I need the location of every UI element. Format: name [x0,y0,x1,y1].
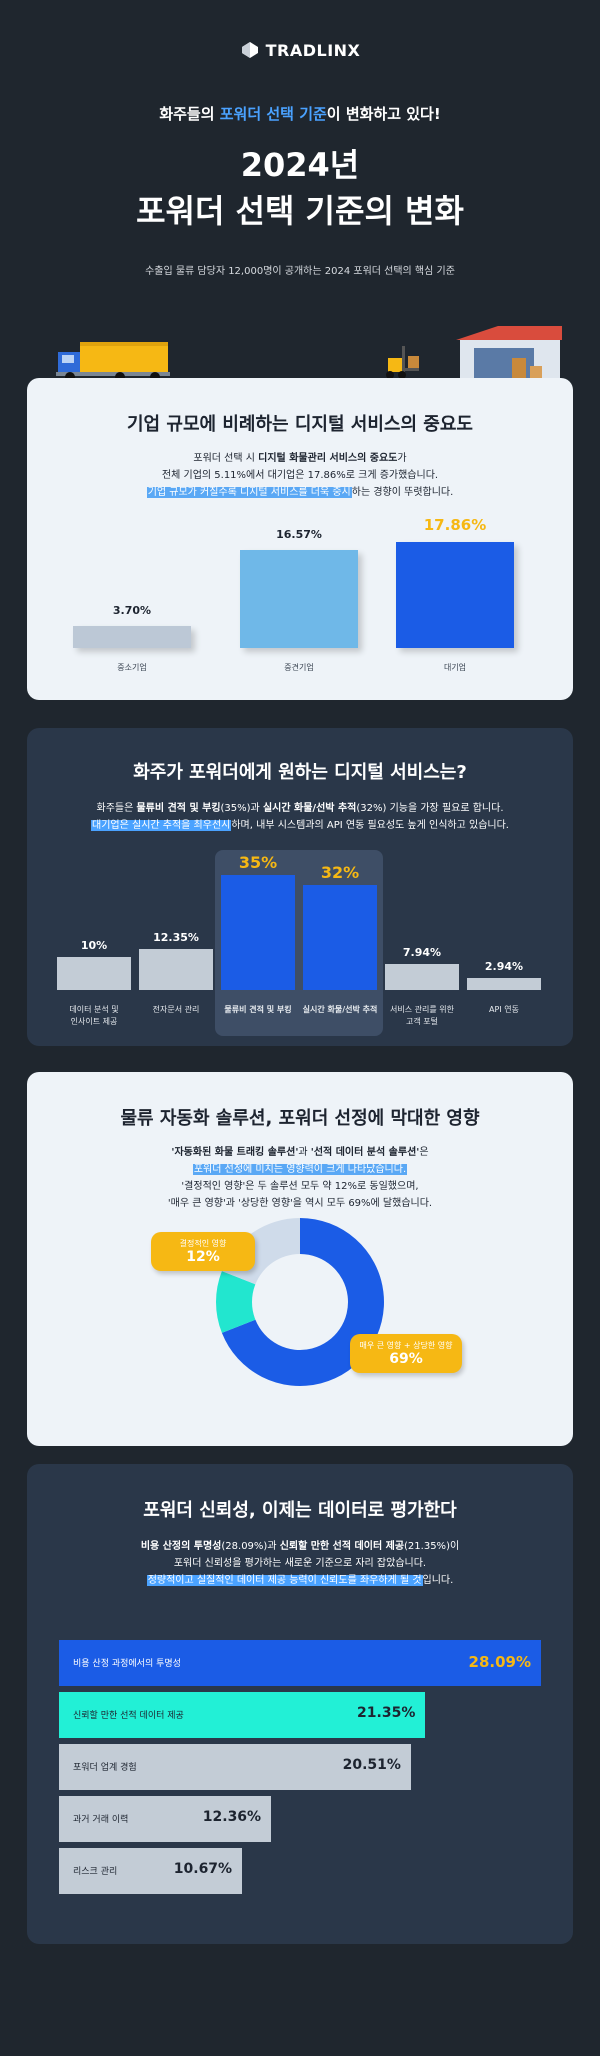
tagline: 화주들의 포워더 선택 기준이 변화하고 있다! [159,105,441,123]
card4-title: 포워더 신뢰성, 이제는 데이터로 평가한다 [143,1500,457,1521]
tradlinx-logo-icon [241,42,258,58]
hbar-value-label: 21.35% [357,1705,416,1721]
callout-label: 매우 큰 영향 + 상당한 영향 [359,1341,453,1350]
callout-value: 69% [389,1351,423,1367]
bar-category-label: 중견기업 [284,663,314,672]
bar-value-label: 10% [80,939,108,953]
card1-title: 기업 규모에 비례하는 디지털 서비스의 중요도 [127,414,473,435]
donut-slice-1 [215,1271,256,1333]
card1-description: 포워더 선택 시 디지털 화물관리 서비스의 중요도가 전체 기업의 5.11%… [146,453,454,498]
category-line: 고객 포털 [406,1017,438,1026]
bar-1 [240,549,358,648]
title-line-2: 포워더 선택 기준의 변화 [136,192,464,230]
bar-category-label: 전자문서 관리 [131,1004,221,1016]
logistics-scene-illustration [56,326,562,382]
hbar-2: 포워더 업계 경험 20.51% [59,1744,411,1790]
bar-value-label: 7.94% [402,945,442,959]
bar-0 [57,957,131,990]
card3-description: '자동화된 화물 트래킹 솔루션'과 '선적 데이터 분석 솔루션'은 포워더 … [167,1147,433,1209]
bar-3 [303,884,377,990]
hbar-value-label: 28.09% [468,1653,531,1671]
brand-logo: TRADLINX [0,40,600,60]
bar-5 [467,978,541,990]
callout-label: 결정적인 영향 [179,1239,227,1248]
hbar-category-label: 비용 산정 과정에서의 투명성 [73,1659,181,1669]
category-line: API 연동 [489,1005,519,1014]
card3-title: 물류 자동화 솔루션, 포워더 선정에 막대한 영향 [120,1108,480,1129]
forklift-icon [386,346,419,379]
card3-callouts: 매우 큰 영향 + 상당한 영향 69% 결정적인 영향 12% [27,1072,573,1446]
slice-callout-0: 매우 큰 영향 + 상당한 영향 69% [350,1334,462,1373]
truck-icon [56,342,170,382]
hbar-category-label: 과거 거래 이력 [73,1815,129,1825]
bar-category-label: 물류비 견적 및 부킹 [213,1004,303,1016]
bar-category-label: 대기업 [443,663,467,672]
bar-value-label: 17.86% [423,516,487,534]
bar-category-label: API 연동 [459,1004,549,1016]
brand-name: TRADLINX [265,40,361,60]
category-line: 인사이트 제공 [70,1017,118,1026]
hbar-4: 리스크 관리 10.67% [59,1848,243,1894]
card-reliability: 포워더 신뢰성, 이제는 데이터로 평가한다 비용 산정의 투명성(28.09%… [27,1464,573,1944]
card-digital-importance: 기업 규모에 비례하는 디지털 서비스의 중요도 포워더 선택 시 디지털 화물… [27,378,573,700]
bar-category-label: 중소기업 [117,663,147,672]
category-line: 물류비 견적 및 부킹 [224,1005,292,1014]
title-line-1: 2024년 [240,146,360,184]
hbar-category-label: 신뢰할 만한 선적 데이터 제공 [73,1711,184,1721]
hbar-category-label: 포워더 업계 경험 [73,1763,137,1773]
page-subtitle: 수출입 물류 담당자 12,000명이 공개하는 2024 포워더 선택의 핵심… [145,266,455,277]
bar-value-label: 32% [320,862,360,882]
category-line: 전자문서 관리 [152,1005,200,1014]
card2-title: 화주가 포워더에게 원하는 디지털 서비스는? [133,762,467,783]
category-line: 데이터 분석 및 [69,1005,119,1014]
hbar-value-label: 20.51% [342,1757,401,1773]
bar-value-label: 35% [238,853,278,872]
warehouse-icon [456,326,562,378]
bar-category-label: 실시간 화물/선박 추적 [295,1004,385,1016]
bar-1 [139,949,213,990]
hbar-0: 비용 산정 과정에서의 투명성 28.09% [59,1640,541,1686]
slice-callout-1: 결정적인 영향 12% [151,1232,255,1271]
category-line: 실시간 화물/선박 추적 [302,1005,378,1014]
card4-horizontal-bar-chart: 비용 산정 과정에서의 투명성 28.09% 신뢰할 만한 선적 데이터 제공 21.… [27,1464,573,1944]
hbar-value-label: 12.36% [202,1809,262,1825]
hbar-category-label: 리스크 관리 [73,1867,118,1877]
bar-value-label: 12.35% [153,931,199,945]
card-desired-services: 화주가 포워더에게 원하는 디지털 서비스는? 화주들은 물류비 견적 및 부킹… [27,728,573,1046]
bar-0 [73,626,191,648]
card1-bar-chart: 3.70% 중소기업 16.57% 중견기업 17.86% 대기업 [27,378,573,700]
bar-4 [385,963,459,990]
bar-2 [221,875,295,990]
hbar-value-label: 10.67% [173,1861,233,1877]
hbar-3: 과거 거래 이력 12.36% [59,1796,272,1842]
donut-slice-0 [221,1218,385,1386]
card4-description: 비용 산정의 투명성(28.09%)과 신뢰할 만한 선적 데이터 제공(21.… [140,1541,460,1586]
card-automation-impact: 물류 자동화 솔루션, 포워더 선정에 막대한 영향 '자동화된 화물 트래킹 … [27,1072,573,1446]
bar-value-label: 2.94% [484,960,524,973]
card2-description: 화주들은 물류비 견적 및 부킹(35%)과 실시간 화물/선박 추적(32%)… [91,803,509,831]
callout-value: 12% [186,1249,220,1265]
hbar-1: 신뢰할 만한 선적 데이터 제공 21.35% [59,1692,426,1738]
bar-value-label: 3.70% [112,604,152,618]
page-title: 2024년 포워더 선택 기준의 변화 [0,142,600,234]
bar-2 [396,542,514,648]
bar-value-label: 16.57% [276,527,322,541]
category-line: 서비스 관리를 위한 [390,1005,454,1014]
